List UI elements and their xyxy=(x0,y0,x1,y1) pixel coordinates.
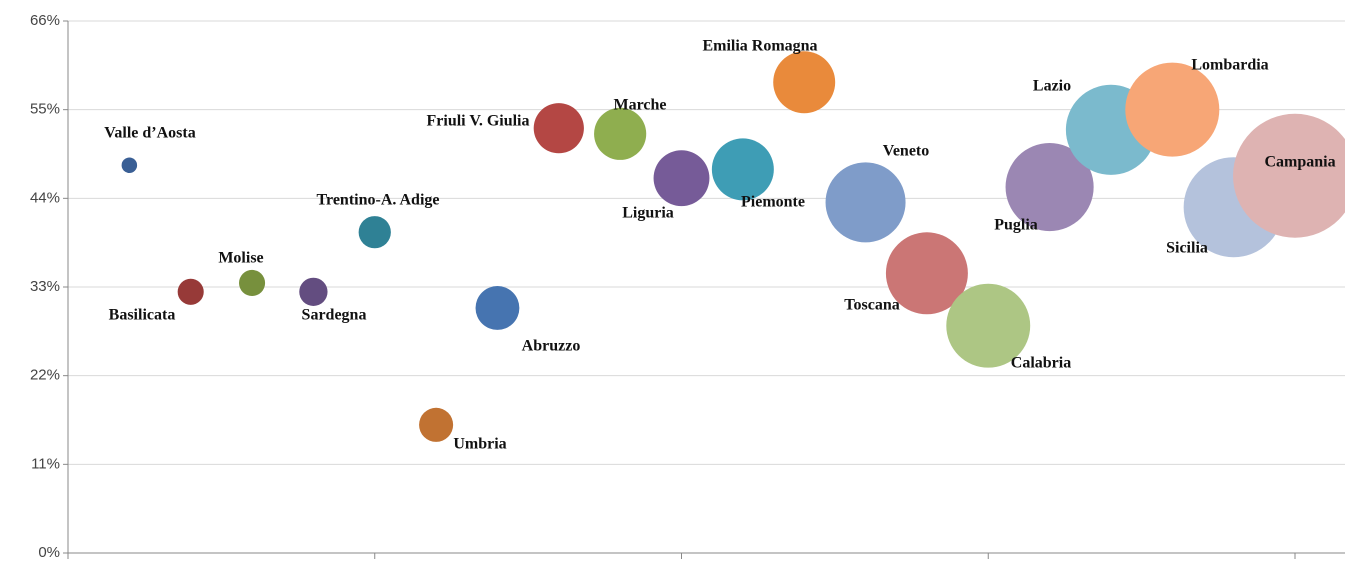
y-tick-label: 22% xyxy=(30,367,60,384)
bubble xyxy=(299,277,328,306)
bubble xyxy=(1005,143,1094,232)
bubble xyxy=(239,269,266,297)
bubble xyxy=(419,407,454,442)
y-tick-label: 0% xyxy=(38,544,60,561)
bubble xyxy=(177,278,204,305)
data-label: Veneto xyxy=(883,143,930,160)
data-label: Liguria xyxy=(622,205,674,222)
y-tick-label: 33% xyxy=(30,278,60,295)
data-label: Toscana xyxy=(844,297,899,314)
data-label: Sardegna xyxy=(302,307,367,324)
data-label: Lombardia xyxy=(1191,57,1268,74)
bubble xyxy=(773,51,836,114)
y-tick-label: 44% xyxy=(30,189,60,206)
bubble xyxy=(946,283,1031,368)
data-label: Valle d’Aosta xyxy=(104,125,195,142)
data-label: Calabria xyxy=(1011,355,1071,372)
data-label: Puglia xyxy=(994,217,1038,234)
data-label: Trentino-A. Adige xyxy=(317,192,440,209)
bubble xyxy=(533,103,584,154)
data-label: Emilia Romagna xyxy=(702,38,817,55)
data-label: Molise xyxy=(218,250,263,267)
y-tick-label: 55% xyxy=(30,101,60,118)
data-label: Friuli V. Giulia xyxy=(427,113,530,130)
data-label: Umbria xyxy=(453,436,506,453)
data-label: Abruzzo xyxy=(522,338,581,355)
bubble xyxy=(711,138,774,201)
data-label: Sicilia xyxy=(1166,240,1208,257)
y-tick-label: 66% xyxy=(30,12,60,29)
bubble xyxy=(121,157,138,174)
data-label: Campania xyxy=(1264,154,1335,171)
y-tick-label: 11% xyxy=(31,455,60,472)
bubble xyxy=(475,286,520,330)
data-label: Basilicata xyxy=(109,307,176,324)
bubble xyxy=(594,107,647,160)
data-label: Marche xyxy=(613,97,666,114)
bubble xyxy=(885,232,968,315)
bubble xyxy=(358,216,391,249)
data-label: Piemonte xyxy=(741,194,805,211)
bubble xyxy=(1125,62,1220,157)
bubble xyxy=(1233,113,1345,238)
data-label: Lazio xyxy=(1033,78,1071,95)
bubble xyxy=(653,150,710,207)
bubble xyxy=(825,162,906,243)
